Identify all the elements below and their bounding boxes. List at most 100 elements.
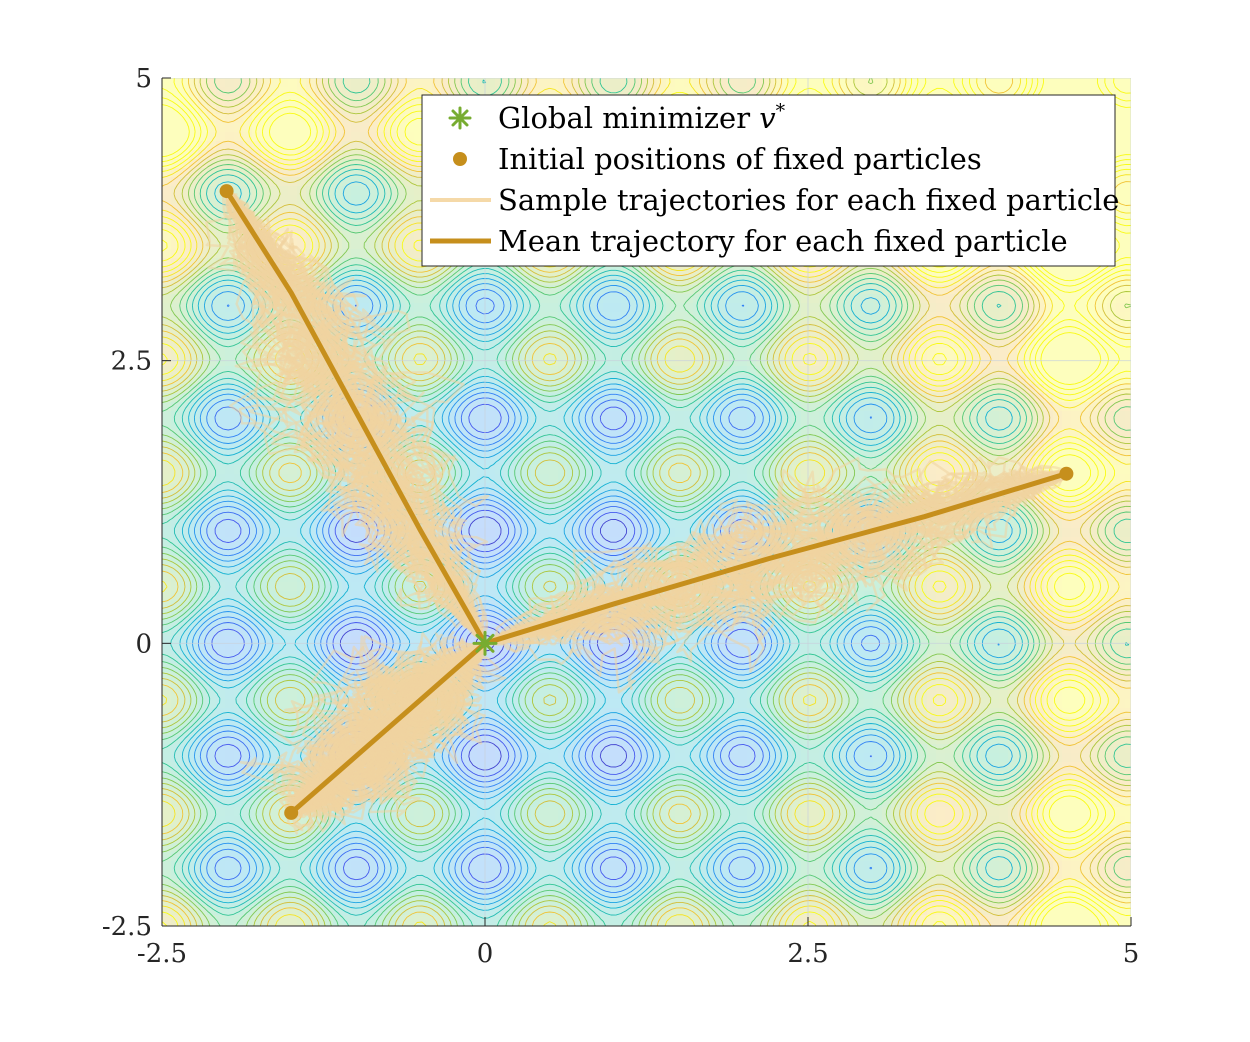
heatmap-cell [810, 429, 820, 439]
heatmap-cell [324, 213, 334, 223]
heatmap-cell [1062, 357, 1072, 367]
heatmap-cell [747, 393, 757, 403]
heatmap-cell [171, 240, 181, 250]
heatmap-cell [972, 267, 982, 277]
heatmap-cell [288, 447, 298, 457]
heatmap-cell [945, 321, 955, 331]
heatmap-cell [855, 330, 865, 340]
heatmap-cell [711, 411, 721, 421]
heatmap-cell [738, 321, 748, 331]
heatmap-cell [927, 366, 937, 376]
heatmap-cell [630, 447, 640, 457]
heatmap-cell [351, 87, 361, 97]
heatmap-cell [369, 231, 379, 241]
heatmap-cell [648, 339, 658, 349]
heatmap-cell [270, 78, 280, 88]
heatmap-cell [1026, 276, 1036, 286]
heatmap-cell [639, 393, 649, 403]
heatmap-cell [207, 132, 217, 142]
heatmap-cell [396, 78, 406, 88]
heatmap-cell [459, 294, 469, 304]
heatmap-cell [954, 348, 964, 358]
heatmap-cell [450, 339, 460, 349]
heatmap-cell [558, 312, 568, 322]
heatmap-cell [918, 438, 928, 448]
heatmap-cell [837, 384, 847, 394]
heatmap-cell [720, 429, 730, 439]
heatmap-cell [180, 204, 190, 214]
heatmap-cell [909, 267, 919, 277]
heatmap-cell [837, 393, 847, 403]
heatmap-cell [594, 429, 604, 439]
heatmap-cell [990, 312, 1000, 322]
heatmap-cell [252, 177, 262, 187]
heatmap-cell [171, 267, 181, 277]
heatmap-cell [1107, 321, 1117, 331]
heatmap-cell [909, 456, 919, 466]
heatmap-cell [171, 411, 181, 421]
heatmap-cell [387, 195, 397, 205]
heatmap-cell [756, 87, 766, 97]
heatmap-cell [378, 132, 388, 142]
heatmap-cell [765, 447, 775, 457]
heatmap-cell [801, 321, 811, 331]
heatmap-cell [1116, 393, 1126, 403]
heatmap-cell [1062, 420, 1072, 430]
heatmap-cell [954, 78, 964, 88]
heatmap-cell [495, 474, 505, 484]
heatmap-cell [288, 465, 298, 475]
heatmap-cell [981, 348, 991, 358]
heatmap-cell [243, 330, 253, 340]
heatmap-cell [297, 393, 307, 403]
heatmap-cell [711, 303, 721, 313]
heatmap-cell [657, 285, 667, 295]
heatmap-cell [819, 276, 829, 286]
heatmap-cell [981, 384, 991, 394]
heatmap-cell [459, 276, 469, 286]
heatmap-cell [216, 330, 226, 340]
heatmap-cell [495, 312, 505, 322]
heatmap-cell [324, 114, 334, 124]
heatmap-cell [765, 402, 775, 412]
heatmap-cell [765, 429, 775, 439]
heatmap-cell [207, 78, 217, 88]
heatmap-cell [945, 339, 955, 349]
heatmap-cell [306, 186, 316, 196]
heatmap-cell [396, 366, 406, 376]
heatmap-cell [297, 213, 307, 223]
heatmap-cell [639, 294, 649, 304]
heatmap-cell [198, 159, 208, 169]
heatmap-cell [1116, 240, 1126, 250]
heatmap-cell [279, 195, 289, 205]
heatmap-cell [1026, 384, 1036, 394]
heatmap-cell [666, 303, 676, 313]
heatmap-cell [702, 357, 712, 367]
heatmap-cell [522, 276, 532, 286]
heatmap-cell [522, 411, 532, 421]
heatmap-cell [162, 78, 172, 88]
heatmap-cell [765, 366, 775, 376]
heatmap-cell [207, 411, 217, 421]
heatmap-cell [864, 366, 874, 376]
heatmap-cell [522, 465, 532, 475]
heatmap-cell [648, 366, 658, 376]
heatmap-cell [405, 87, 415, 97]
heatmap-cell [1098, 276, 1108, 286]
heatmap-cell [1089, 78, 1099, 88]
heatmap-cell [729, 393, 739, 403]
heatmap-cell [450, 312, 460, 322]
heatmap-cell [1125, 258, 1131, 268]
heatmap-cell [162, 168, 172, 178]
heatmap-cell [180, 303, 190, 313]
heatmap-cell [792, 411, 802, 421]
heatmap-cell [225, 393, 235, 403]
heatmap-cell [207, 375, 217, 385]
heatmap-cell [1071, 312, 1081, 322]
heatmap-cell [999, 285, 1009, 295]
heatmap-cell [387, 312, 397, 322]
heatmap-cell [504, 87, 514, 97]
heatmap-cell [414, 375, 424, 385]
heatmap-cell [963, 348, 973, 358]
heatmap-cell [882, 438, 892, 448]
heatmap-cell [567, 411, 577, 421]
